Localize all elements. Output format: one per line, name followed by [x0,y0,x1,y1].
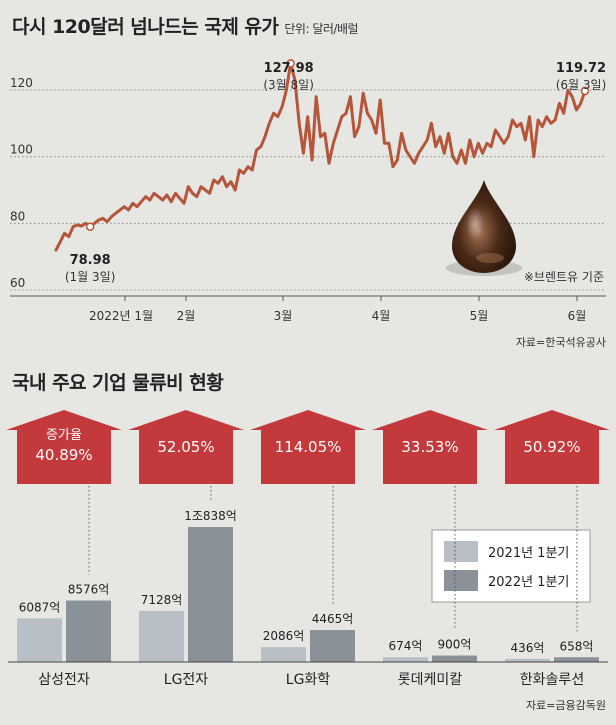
growth-arrow: 50.92% [494,410,610,484]
bar-value-label: 900억 [438,638,472,652]
growth-value: 50.92% [523,438,580,456]
legend: 2021년 1분기 2022년 1분기 [431,529,591,603]
legend-swatch [444,570,478,591]
bar-2022 [66,600,111,662]
logistics-chart-title: 국내 주요 기업 물류비 현황 [12,372,224,394]
growth-arrow: 114.05% [250,410,366,484]
oil-chart-note: ※브렌트유 기준 [524,270,604,284]
bar-2022 [188,527,233,662]
growth-value: 40.89% [35,446,92,464]
y-tick-label: 100 [10,143,33,157]
growth-arrow-shape [128,410,244,484]
annotation-value: 78.98 [70,253,111,268]
growth-label: 증가율 [46,428,82,443]
growth-value: 114.05% [275,438,342,456]
bar-2022 [310,630,355,662]
growth-arrow: 증가율 40.89% [6,410,122,484]
bar-value-label: 7128억 [141,593,183,607]
growth-value: 52.05% [157,438,214,456]
bar-2021 [17,618,62,662]
legend-label: 2021년 1분기 [488,546,569,561]
category-label: 롯데케미칼 [398,672,463,688]
bar-value-label: 8576억 [68,583,110,597]
y-tick-label: 120 [10,76,33,90]
bar-2022 [554,657,599,662]
logistics-chart-source: 자료=금융감독원 [525,699,606,712]
oil-price-chart: 60 80 100 120 2022년 1월 2월 3월 4월 5월 6월 78.98 (1월 3일)… [10,59,607,323]
annotation-date: (1월 3일) [65,270,116,284]
logistics-bar-chart: 2021년 1분기 2022년 1분기 증가율 40.89% 6087억 8576억삼성전… [6,410,610,688]
bar-value-label: 4465억 [312,612,354,626]
bar-2022 [432,655,477,662]
growth-arrow-shape [6,410,122,484]
growth-arrow-shape [250,410,366,484]
growth-value: 33.53% [401,438,458,456]
bar-value-label: 658억 [560,639,594,653]
growth-arrow: 33.53% [372,410,488,484]
oil-chart-source: 자료=한국석유공사 [515,336,606,349]
y-tick-label: 60 [10,276,25,290]
growth-arrow: 52.05% [128,410,244,484]
x-tick-label: 5월 [470,309,489,323]
oil-chart-unit: 단위: 달러/배럴 [284,22,359,36]
legend-label: 2022년 1분기 [488,575,569,590]
annotation-value: 119.72 [556,61,606,76]
legend-swatch [444,541,478,562]
annotation-date: (3월 8일) [263,78,314,92]
bar-value-label: 674억 [389,639,423,653]
x-tick-label: 4월 [372,309,391,323]
growth-arrow-shape [494,410,610,484]
bar-value-label: 436억 [511,641,545,655]
growth-arrow-shape [372,410,488,484]
category-label: 한화솔루션 [520,672,584,688]
x-tick-label: 2022년 1월 [89,309,153,323]
oil-drop-icon [446,180,522,276]
category-label: 삼성전자 [38,672,90,688]
bar-value-label: 2086억 [263,629,305,643]
annotation-marker [286,59,295,68]
annotation-value: 127.98 [264,61,314,76]
category-label: LG화학 [286,672,331,688]
category-label: LG전자 [164,672,209,688]
bar-value-label: 1조838억 [184,509,237,523]
bar-2021 [139,610,184,662]
annotation-marker [580,86,590,96]
bar-2021 [261,647,306,662]
oil-chart-title: 다시 120달러 넘나드는 국제 유가 단위: 달러/배럴 [12,16,359,38]
x-tick-label: 2월 [177,309,196,323]
annotation-date: (6월 3일) [556,78,607,92]
x-tick-label: 6월 [568,309,587,323]
legend-box [431,529,591,603]
oil-price-line [54,61,587,252]
y-tick-label: 80 [10,209,25,223]
bar-2021 [383,657,428,662]
x-tick-label: 3월 [274,309,293,323]
annotation-marker [85,222,95,231]
bar-value-label: 6087억 [19,600,61,614]
bar-2021 [505,658,550,662]
